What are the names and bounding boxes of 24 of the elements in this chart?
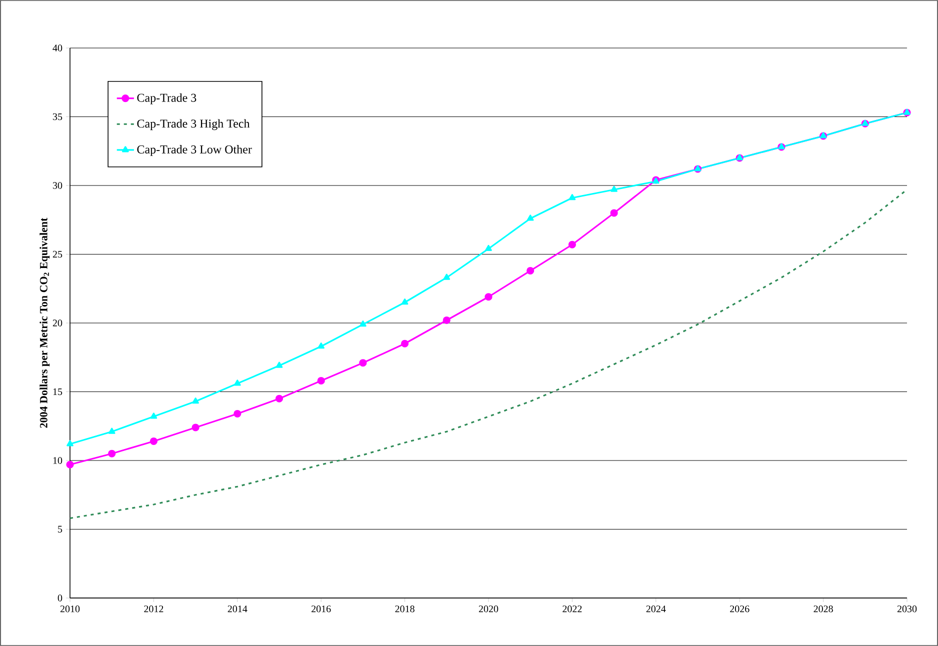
- y-tick-label: 5: [58, 526, 62, 533]
- x-tick-label: 2020: [478, 606, 498, 612]
- x-tick-label: 2016: [312, 606, 331, 612]
- x-tick-label: 2024: [646, 606, 666, 612]
- x-tick-label: 2022: [562, 606, 582, 612]
- x-tick-label: 2012: [144, 606, 164, 612]
- y-tick-label: 35: [52, 113, 62, 120]
- y-tick-label: 15: [53, 388, 62, 396]
- x-tick-label: 2018: [395, 606, 414, 612]
- y-tick-label: 20: [52, 320, 62, 326]
- x-tick-label: 2030: [897, 606, 917, 612]
- y-tick-label: 30: [52, 182, 62, 189]
- legend-label: Cap-Trade 3 Low Other: [137, 145, 252, 156]
- x-tick-label: 2014: [228, 606, 248, 612]
- y-tick-label: 25: [52, 250, 62, 258]
- x-tick-label: 2026: [730, 606, 750, 612]
- y-tick-label: 40: [52, 44, 62, 52]
- x-tick-label: 2010: [60, 606, 80, 612]
- legend-label: Cap-Trade 3: [137, 93, 196, 104]
- legend-label: Cap-Trade 3 High Tech: [137, 119, 250, 130]
- y-tick-label: 10: [53, 457, 62, 464]
- y-axis-title: 2004 Dollars per Metric Ton CO$_{2}$ Equivalent: [40, 218, 50, 428]
- x-tick-label: 2028: [814, 606, 833, 612]
- y-tick-label: 0: [58, 594, 62, 602]
